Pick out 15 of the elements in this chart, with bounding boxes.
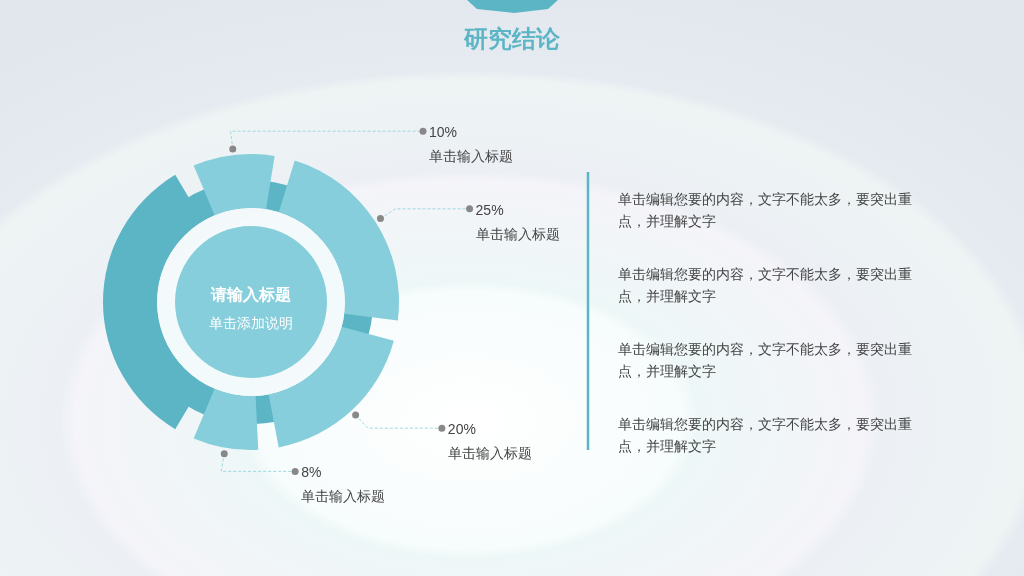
slice-label: 单击输入标题 xyxy=(447,445,532,462)
text: 单击编辑您要的内容，文字不能太多，要突出重点，并理解文字 xyxy=(618,189,913,231)
text: 单击编辑您要的内容，文字不能太多，要突出重点，并理解文字 xyxy=(618,264,913,306)
data-label: 10% xyxy=(429,124,458,141)
slice-label: 单击输入标题 xyxy=(429,148,513,165)
slice-label: 单击输入标题 xyxy=(301,488,386,505)
data-label: 8% xyxy=(301,464,322,481)
data-label: 25% xyxy=(475,201,504,218)
text: 单击编辑您要的内容，文字不能太多，要突出重点，并理解文字 xyxy=(618,414,913,456)
text: 单击编辑您要的内容，文字不能太多，要突出重点，并理解文字 xyxy=(618,339,913,381)
data-label: 20% xyxy=(447,421,476,438)
text: 单击添加说明 xyxy=(209,315,293,331)
slice-label: 单击输入标题 xyxy=(475,225,560,242)
chart-title: 研究结论 xyxy=(463,25,561,52)
text: 请输入标题 xyxy=(210,286,291,303)
